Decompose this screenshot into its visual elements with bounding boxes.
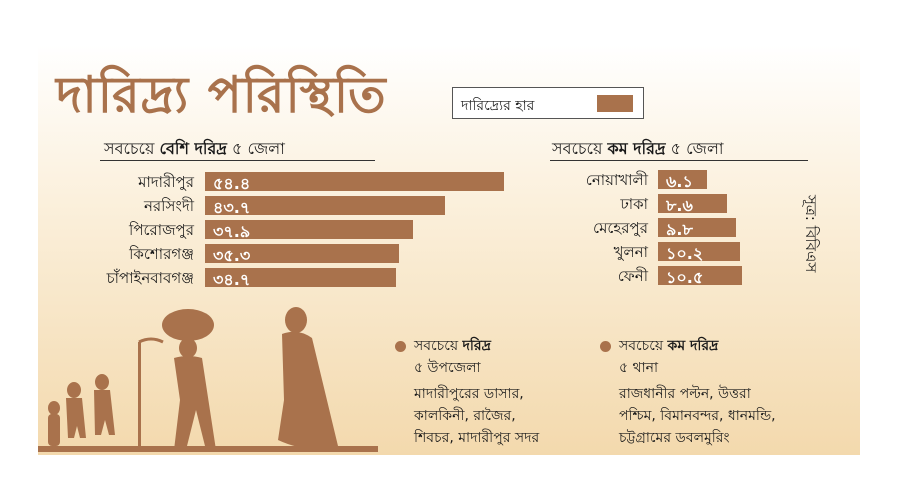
most-poor-value-label: ৩৪.৭ [213,270,251,289]
person-carrying-load [179,338,197,358]
person-far-1 [48,401,60,415]
legend: দারিদ্র্যের হার [452,87,644,119]
head-load [162,309,214,341]
least-poor-bar [658,242,740,261]
chart-title-rule-right [550,160,808,161]
legend-label: দারিদ্র্যের হার [461,98,535,114]
least-poor-category-label: নোয়াখালী [585,171,648,189]
most-poor-category-label: কিশোরগঞ্জ [129,245,194,263]
least-poor-value-label: ৮.৬ [666,196,693,215]
most-poor-bar [205,244,400,263]
info-most-poor-upazilas: সবচেয়ে দরিদ্র ৫ উপজেলা মাদারীপুরের ডাসা… [395,335,539,449]
person-far-3 [95,374,109,390]
people-silhouette-illustration [38,307,378,452]
person-far-2 [67,382,81,398]
info-left-body: মাদারীপুরের ডাসার, কালকিনী, রাজৈর, শিবচর… [414,386,540,446]
legend-swatch [597,95,633,112]
least-poor-bar [658,218,737,237]
least-poor-bar [658,194,727,213]
info-least-poor-thanas: সবচেয়ে কম দরিদ্র ৫ থানা রাজধানীর পল্টন,… [600,335,776,449]
chart-title-most-poor: সবচেয়ে বেশি দরিদ্র ৫ জেলা [104,139,285,158]
most-poor-value-label: ৫৪.৪ [213,174,251,193]
least-poor-value-label: ৯.৮ [666,220,693,239]
most-poor-bar [205,172,505,191]
bullet-dot [395,340,406,352]
least-poor-bar [658,266,742,285]
most-poor-bar [205,196,446,215]
source-note: সূত্র: বিবিএস [802,195,820,273]
least-poor-value-label: ১০.৫ [666,268,704,287]
most-poor-bar [205,220,414,239]
least-poor-bar [658,170,707,189]
most-poor-category-label: নরসিংদী [143,197,194,215]
most-poor-value-label: ৪৩.৭ [213,198,251,217]
most-poor-bar [205,268,396,287]
least-poor-value-label: ৬.১ [666,172,693,191]
most-poor-value-label: ৩৭.৯ [213,222,251,241]
bullet-dot [600,340,611,352]
info-left-subtitle: ৫ উপজেলা [414,360,481,376]
lamp-post [138,342,141,452]
chart-title-least-poor: সবচেয়ে কম দরিদ্র ৫ জেলা [552,139,724,158]
most-poor-value-label: ৩৫.৩ [213,246,251,265]
most-poor-category-label: চাঁপাইনবাবগঞ্জ [106,269,194,287]
least-poor-category-label: খুলনা [613,243,648,261]
chart-title-rule-left [100,160,375,161]
most-poor-category-label: পিরোজপুর [129,221,194,239]
info-right-body: রাজধানীর পল্টন, উত্তরা পশ্চিম, বিমানবন্দ… [619,386,776,446]
least-poor-value-label: ১০.২ [666,244,704,263]
least-poor-category-label: ফেনী [617,267,648,285]
person-walking [285,307,307,333]
page-title: দারিদ্র্য পরিস্থিতি [56,66,387,124]
info-right-subtitle: ৫ থানা [619,360,659,376]
least-poor-category-label: মেহেরপুর [592,219,648,237]
least-poor-category-label: ঢাকা [620,195,648,213]
most-poor-category-label: মাদারীপুর [138,173,194,191]
